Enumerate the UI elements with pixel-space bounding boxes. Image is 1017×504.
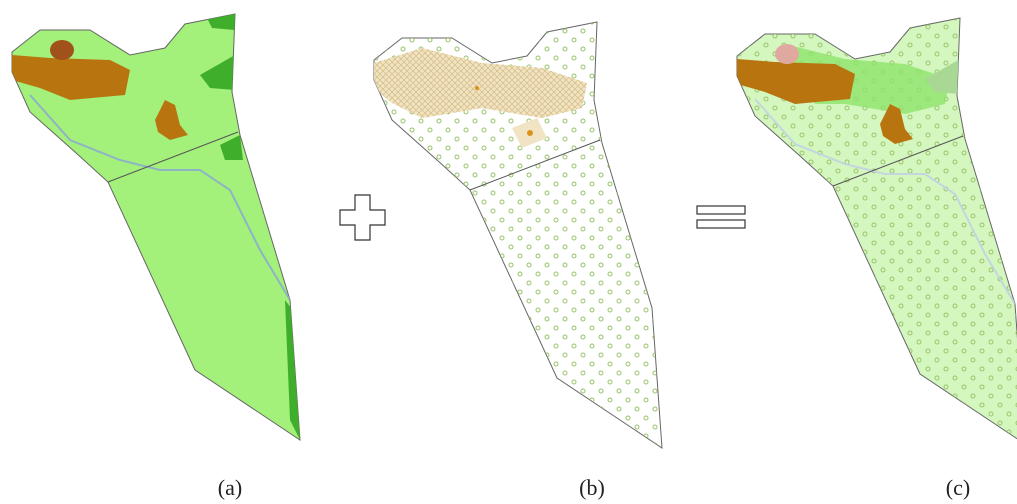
panel-label: (b)	[579, 475, 605, 500]
equals-sign	[696, 205, 746, 229]
map-c	[736, 17, 1017, 445]
map-a	[11, 13, 301, 441]
map-b	[373, 21, 663, 449]
panel-label: (c)	[946, 475, 970, 500]
plus-sign	[339, 194, 386, 241]
panel-label: (a)	[218, 475, 242, 500]
